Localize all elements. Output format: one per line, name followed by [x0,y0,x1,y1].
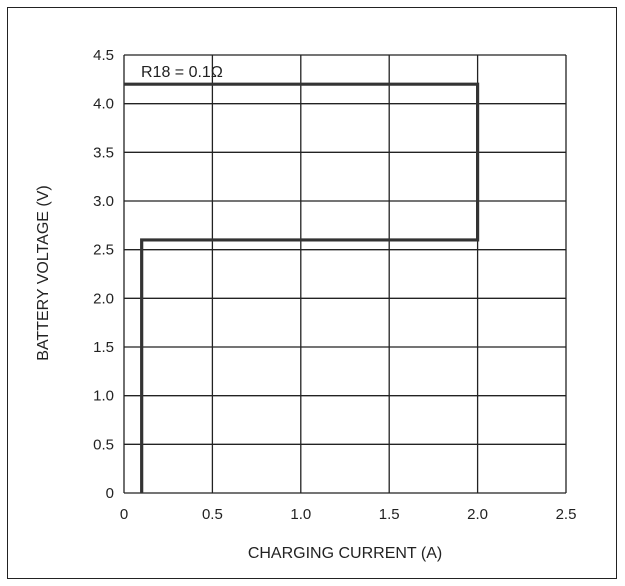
grid [123,54,567,494]
x-tick-label-5: 2.5 [556,506,577,523]
y-tick-label-2: 1.0 [93,388,114,405]
x-tick-label-2: 1.0 [290,506,311,523]
figure-frame [7,7,617,579]
x-tick-label-4: 2.0 [467,506,488,523]
y-axis-ticks: 0 0.5 1.0 1.5 2.0 2.5 3.0 3.5 4.0 4.5 [93,47,114,502]
x-axis-ticks: 0 0.5 1.0 1.5 2.0 2.5 [120,506,577,523]
y-tick-label-5: 2.5 [93,242,114,259]
x-axis-title: CHARGING CURRENT (A) [248,545,442,562]
y-tick-label-3: 1.5 [93,339,114,356]
x-tick-label-3: 1.5 [379,506,400,523]
y-tick-label-0: 0 [106,485,114,502]
x-tick-label-1: 0.5 [202,506,223,523]
series-layer [124,82,480,493]
y-tick-label-6: 3.0 [93,193,114,210]
y-tick-label-7: 3.5 [93,144,114,161]
x-tick-label-0: 0 [120,506,128,523]
y-axis-title: BATTERY VOLTAGE (V) [35,185,52,360]
y-tick-label-8: 4.0 [93,96,114,113]
annotation-label: R18 = 0.1Ω [141,64,223,81]
y-tick-label-4: 2.0 [93,290,114,307]
y-tick-label-9: 4.5 [93,47,114,64]
series-line-0 [124,82,480,493]
y-tick-label-1: 0.5 [93,436,114,453]
